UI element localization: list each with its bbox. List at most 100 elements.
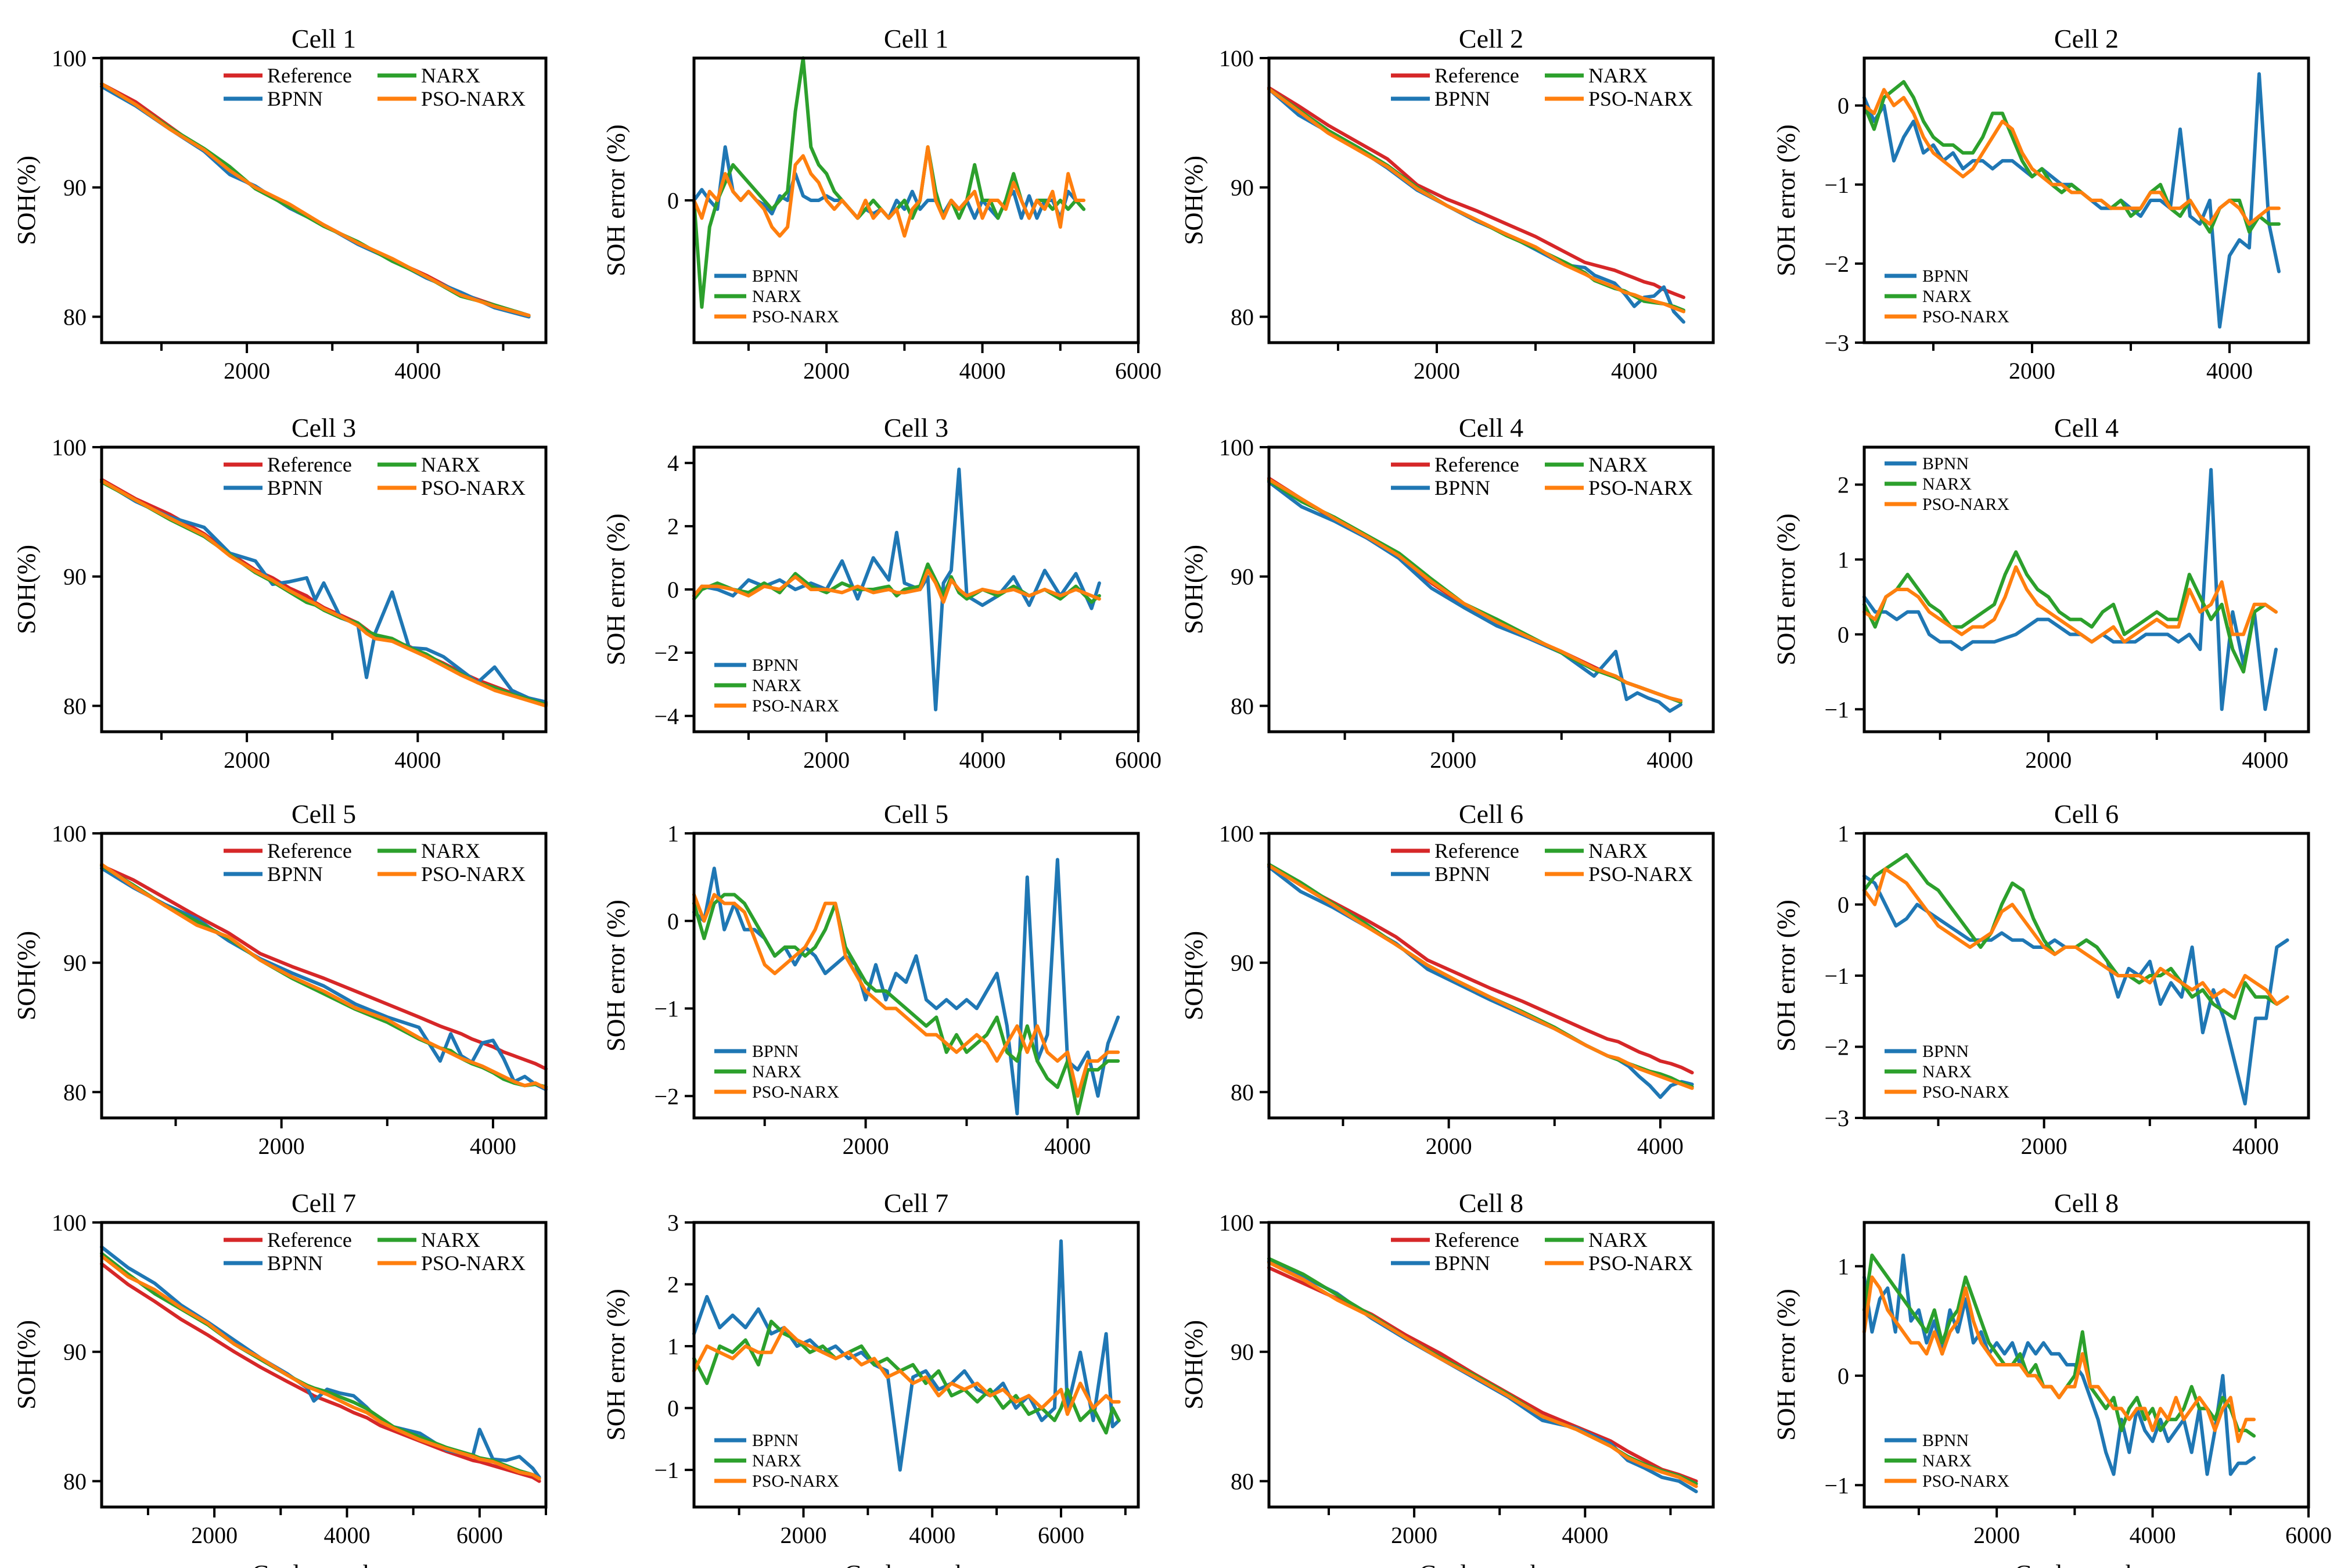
- plot-frame: [1862, 56, 2310, 344]
- chart-title: Cell 2: [1459, 24, 1523, 53]
- y-tick-label: 0: [1838, 93, 1849, 119]
- chart-panel-3: Cell 2 2000 4000 80 90 100 SOH(%) Reference NARX…: [1180, 24, 1715, 384]
- chart-title: Cell 4: [1459, 413, 1523, 443]
- legend-label: PSO-NARX: [1922, 495, 2009, 514]
- chart-title: Cell 1: [884, 24, 948, 53]
- x-tick-label: 4000: [2232, 1133, 2279, 1159]
- series-line-psonarx: [692, 1326, 1121, 1416]
- legend-label: PSO-NARX: [421, 87, 526, 110]
- x-tick-label: 2000: [2021, 1133, 2067, 1159]
- chart-panel-5: Cell 3 2000 4000 80 90 100 SOH(%) Reference NARX…: [12, 413, 548, 773]
- y-tick-label: 80: [63, 1079, 87, 1105]
- y-tick-label: 1: [667, 821, 679, 847]
- y-tick-label: 80: [63, 693, 87, 719]
- y-tick-label: 1: [667, 1333, 679, 1360]
- y-tick-label: 0: [667, 577, 679, 603]
- y-axis-label: SOH(%): [12, 156, 41, 245]
- y-axis-label: SOH error (%): [602, 1289, 630, 1440]
- series-line-reference: [1267, 862, 1694, 1074]
- legend-label: Reference: [267, 839, 352, 862]
- series-line-psonarx: [100, 479, 548, 708]
- series-line-bpnn: [1267, 87, 1685, 324]
- series-line-reference: [100, 864, 548, 1071]
- legend-label: BPNN: [1434, 862, 1490, 886]
- y-tick-label: −1: [1824, 172, 1849, 198]
- plot-frame: [1267, 1221, 1715, 1509]
- x-tick-label: 4000: [1562, 1522, 1608, 1548]
- chart-title: Cell 5: [292, 799, 356, 829]
- chart-title: Cell 7: [292, 1188, 356, 1218]
- series-line-narx: [692, 1319, 1121, 1435]
- series-line-narx: [1862, 853, 2289, 1020]
- series-line-narx: [1267, 87, 1685, 312]
- legend: Reference NARX BPNN PSO-NARX: [224, 1228, 526, 1275]
- legend-label: BPNN: [1922, 1042, 1969, 1061]
- y-axis-label: SOH error (%): [1772, 900, 1800, 1051]
- legend-label: BPNN: [1922, 1431, 1969, 1450]
- y-axis-label: SOH error (%): [1772, 513, 1800, 665]
- legend-label: NARX: [752, 287, 801, 306]
- y-tick-label: −2: [654, 1083, 679, 1109]
- y-tick-label: −1: [1824, 963, 1849, 989]
- x-tick-label: 2000: [191, 1522, 238, 1548]
- legend: Reference NARX BPNN PSO-NARX: [1391, 1228, 1693, 1275]
- y-tick-label: 100: [1219, 821, 1254, 847]
- legend: Reference NARX BPNN PSO-NARX: [1391, 453, 1693, 499]
- y-axis-label: SOH error (%): [602, 900, 630, 1051]
- legend-label: PSO-NARX: [1922, 307, 2009, 326]
- legend-label: PSO-NARX: [1588, 87, 1693, 110]
- legend-label: BPNN: [267, 1251, 323, 1275]
- y-tick-label: 90: [63, 564, 87, 590]
- chart-panel-15: Cell 8 2000 4000 80 90 100 SOH(%) Cycle number R…: [1180, 1188, 1715, 1568]
- y-tick-label: 90: [63, 950, 87, 976]
- y-tick-label: 0: [667, 1396, 679, 1422]
- series-line-psonarx: [692, 145, 1086, 238]
- x-tick-label: 6000: [1038, 1522, 1084, 1548]
- y-tick-label: 1: [1838, 821, 1849, 847]
- y-axis-label: SOH(%): [12, 545, 41, 634]
- series-line-narx: [692, 893, 1120, 1116]
- plot-frame: [692, 832, 1140, 1120]
- chart-panel-12: Cell 6 2000 4000 1 0 −1 −2 −3 SOH error (%) BPNNN…: [1772, 799, 2310, 1159]
- series-line-reference: [1267, 86, 1685, 299]
- x-tick-label: 2000: [780, 1522, 826, 1548]
- legend-label: PSO-NARX: [1922, 1472, 2009, 1491]
- x-tick-label: 2000: [2025, 747, 2072, 773]
- legend-label: NARX: [1922, 474, 1972, 494]
- legend-label: BPNN: [752, 267, 799, 286]
- series-line-psonarx: [1862, 1275, 2256, 1443]
- series-line-psonarx: [1862, 565, 2278, 644]
- y-tick-label: −1: [654, 996, 679, 1022]
- series-line-psonarx: [1267, 87, 1685, 314]
- plot-frame: [1267, 832, 1715, 1120]
- legend-label: PSO-NARX: [752, 696, 839, 715]
- x-tick-label: 4000: [2242, 747, 2288, 773]
- chart-panel-14: Cell 7 2000 4000 6000 3 2 1 0 −1 SOH error (%) Cyc…: [602, 1188, 1140, 1568]
- chart-panel-11: Cell 6 2000 4000 80 90 100 SOH(%) Reference NARX…: [1180, 799, 1715, 1159]
- y-tick-label: 90: [1231, 950, 1254, 976]
- y-tick-label: −3: [1824, 330, 1849, 356]
- plot-frame: [1862, 445, 2310, 733]
- series-line-narx: [1267, 862, 1694, 1089]
- x-tick-label: 4000: [1637, 1133, 1684, 1159]
- legend-label: PSO-NARX: [752, 307, 839, 326]
- legend-label: PSO-NARX: [752, 1472, 839, 1491]
- y-axis-label: SOH error (%): [602, 124, 630, 276]
- legend-label: BPNN: [1434, 87, 1490, 110]
- y-tick-label: 0: [1838, 621, 1849, 648]
- x-axis-label: Cycle number: [844, 1560, 988, 1568]
- y-tick-label: 100: [52, 45, 87, 71]
- chart-title: Cell 6: [1459, 799, 1523, 829]
- chart-title: Cell 3: [292, 413, 356, 443]
- y-tick-label: 1: [1838, 546, 1849, 573]
- y-tick-label: 0: [1838, 1363, 1849, 1389]
- x-tick-label: 6000: [456, 1522, 503, 1548]
- series-line-narx: [100, 1251, 541, 1480]
- y-tick-label: 100: [52, 1210, 87, 1236]
- legend-label: Reference: [1434, 453, 1519, 476]
- y-tick-label: 80: [1231, 1079, 1254, 1105]
- legend-label: Reference: [1434, 839, 1519, 862]
- legend-label: NARX: [1588, 453, 1648, 476]
